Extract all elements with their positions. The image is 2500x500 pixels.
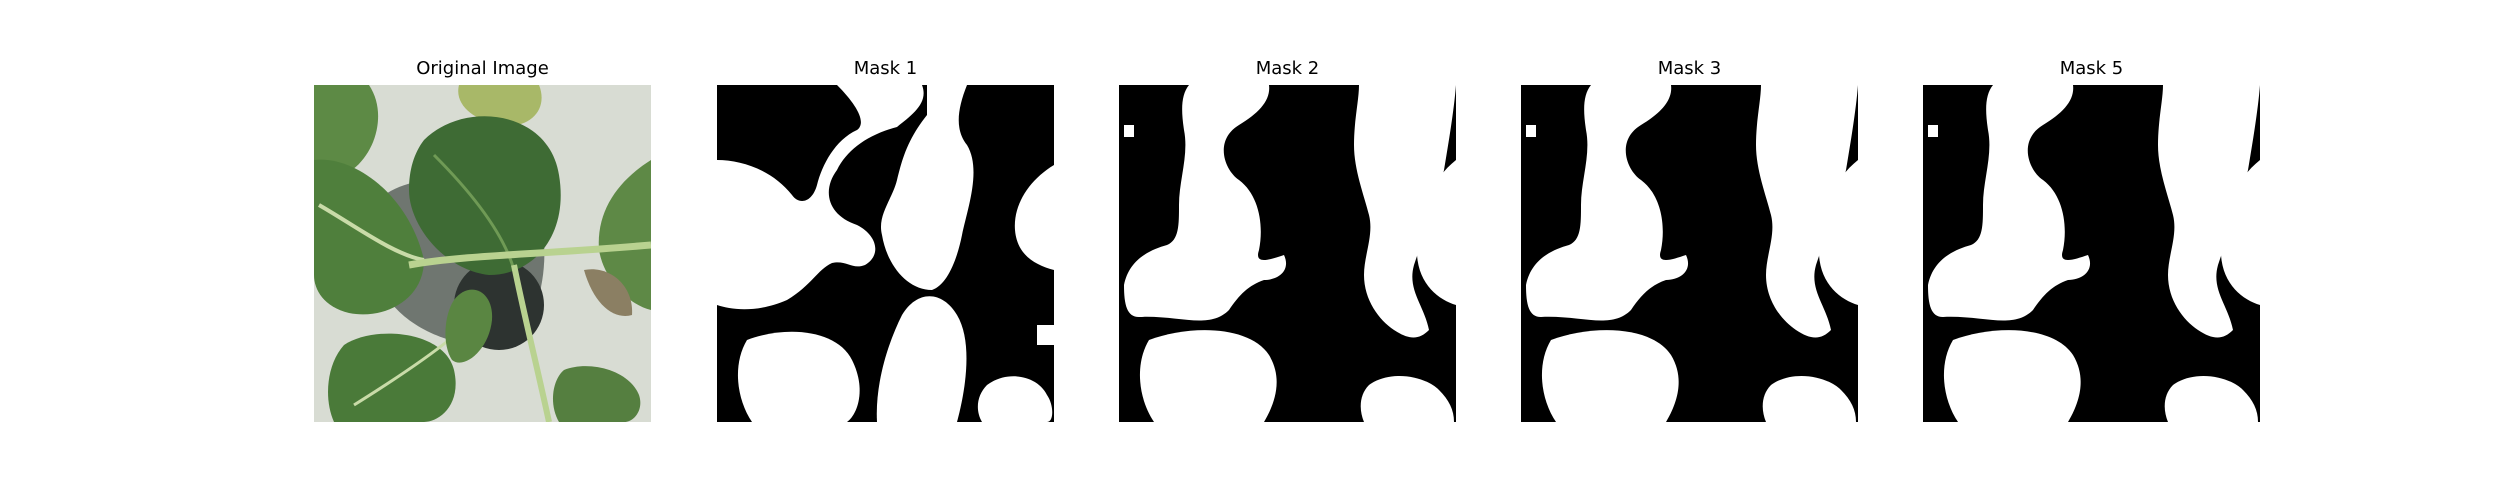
panel-title: Mask 1: [853, 58, 918, 79]
panel-title: Original Image: [416, 58, 549, 79]
panel-mask-1: Mask 1: [717, 0, 1054, 500]
panel-mask-2: Mask 2: [1119, 0, 1456, 500]
segmentation-mask-1: [717, 85, 1054, 422]
panel-title: Mask 3: [1657, 58, 1722, 79]
panel-original-image: Original Image: [314, 0, 651, 500]
panel-title: Mask 5: [2059, 58, 2124, 79]
panel-mask-5: Mask 5: [1923, 0, 2260, 500]
panel-title: Mask 2: [1255, 58, 1320, 79]
segmentation-mask-2: [1119, 85, 1456, 422]
panel-mask-3: Mask 3: [1521, 0, 1858, 500]
original-plant-photo: [314, 85, 651, 422]
segmentation-mask-5: [1923, 85, 2260, 422]
segmentation-mask-3: [1521, 85, 1858, 422]
